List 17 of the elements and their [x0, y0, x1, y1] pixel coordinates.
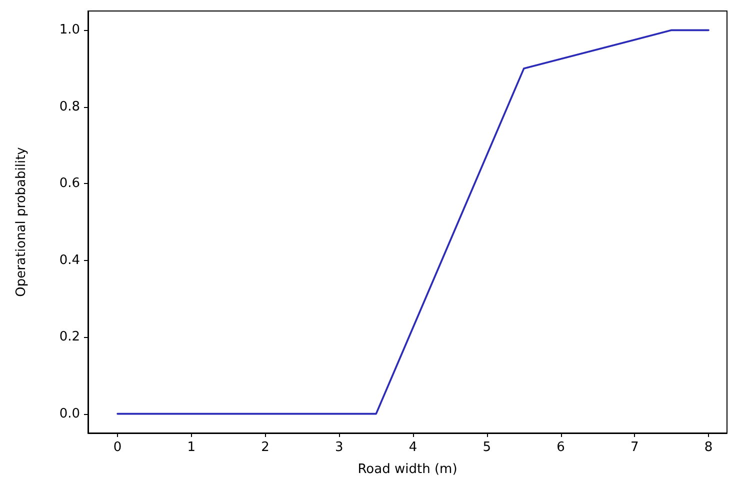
x-tick-label: 6 — [556, 440, 565, 455]
x-tick-label: 7 — [630, 440, 639, 455]
x-tick-label: 5 — [482, 440, 492, 455]
y-tick-label: 0.8 — [59, 99, 80, 114]
y-axis-title: Operational probability — [14, 146, 29, 297]
x-tick-label: 8 — [704, 440, 713, 455]
x-tick-label: 2 — [261, 440, 270, 455]
x-tick-label: 0 — [113, 440, 122, 455]
y-tick-label: 0.2 — [59, 330, 80, 345]
x-tick-label: 3 — [335, 440, 344, 455]
x-axis-title: Road width (m) — [358, 462, 458, 477]
y-tick-label: 0.4 — [59, 252, 80, 268]
y-tick-label: 1.0 — [59, 22, 80, 38]
x-tick-label: 4 — [408, 440, 418, 455]
y-tick-label: 0.0 — [59, 406, 80, 422]
y-tick-label: 0.6 — [59, 176, 80, 192]
x-tick-label: 1 — [187, 440, 196, 455]
